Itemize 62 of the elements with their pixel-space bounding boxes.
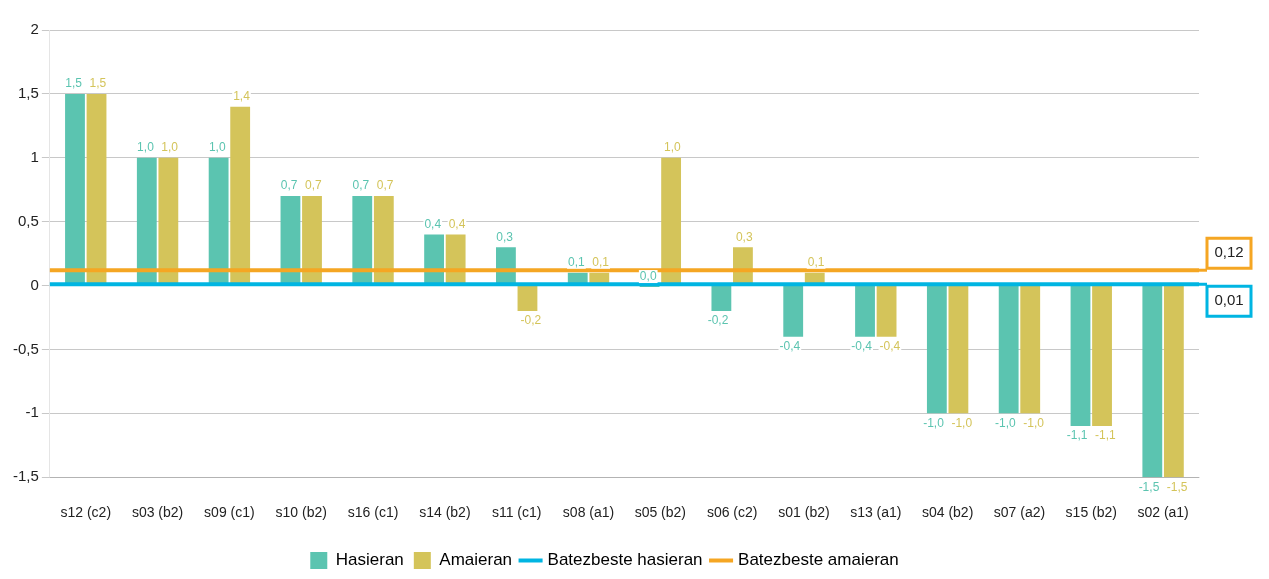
y-tick-label: -1 — [25, 403, 39, 421]
x-tick-label: s07 (a2) — [993, 504, 1046, 521]
x-tick-label: s01 (b2) — [778, 504, 830, 521]
data-label: 0,1 — [807, 255, 825, 270]
data-label: 1,0 — [137, 140, 155, 155]
legend-label: Amaieran — [439, 550, 513, 570]
y-tick-label: -1,5 — [12, 467, 39, 485]
y-tick-label: 1 — [30, 147, 39, 165]
x-tick-label: s06 (c2) — [706, 504, 758, 521]
x-tick-label: s08 (a1) — [562, 504, 615, 521]
data-label: 0,1 — [592, 255, 610, 270]
data-label: 1,0 — [664, 140, 682, 155]
x-tick-label: s03 (b2) — [131, 504, 184, 521]
data-label: 0,4 — [448, 216, 466, 231]
x-tick-label: s04 (b2) — [921, 504, 974, 521]
data-label: -1,0 — [994, 415, 1016, 430]
text: 0,01 — [1214, 291, 1244, 309]
data-label: -1,1 — [1095, 428, 1117, 443]
data-label: -1,0 — [951, 415, 973, 430]
y-tick-label: 0,5 — [17, 211, 39, 229]
data-label: 1,0 — [161, 140, 179, 155]
x-tick-label: s05 (b2) — [634, 504, 687, 521]
x-tick-label: s15 (b2) — [1065, 504, 1117, 521]
x-tick-label: s09 (c1) — [204, 504, 255, 521]
data-label: 0,0 — [639, 269, 657, 284]
data-label: 0,3 — [735, 229, 753, 244]
y-tick-label: 2 — [30, 20, 39, 38]
y-tick-label: 1,5 — [17, 84, 39, 102]
data-label: 1,0 — [208, 140, 226, 155]
data-label: -1,5 — [1166, 479, 1188, 494]
data-label: 0,1 — [568, 255, 586, 270]
x-tick-label: s13 (a1) — [850, 504, 902, 521]
data-label: 0,3 — [496, 229, 514, 244]
data-label: 0,4 — [424, 216, 442, 231]
legend-label: Batezbeste amaieran — [738, 550, 899, 570]
x-tick-label: s10 (b2) — [275, 504, 327, 521]
data-label: -0,2 — [520, 313, 542, 328]
data-label: -1,5 — [1138, 479, 1160, 494]
data-label: -0,4 — [851, 338, 873, 353]
data-label: 0,7 — [305, 178, 323, 193]
x-tick-label: s02 (a1) — [1137, 504, 1189, 521]
data-label: 0,7 — [280, 178, 298, 193]
data-label: -0,4 — [879, 338, 901, 353]
x-tick-label: s16 (c1) — [347, 504, 399, 521]
x-tick-label: s14 (b2) — [419, 504, 471, 521]
text: 0,12 — [1214, 243, 1244, 261]
legend-label: Hasieran — [335, 550, 404, 570]
data-label: -0,2 — [707, 313, 729, 328]
data-label: -1,1 — [1066, 428, 1088, 443]
data-label: 0,7 — [376, 178, 394, 193]
x-tick-label: s11 (c1) — [491, 504, 542, 521]
data-label: -1,0 — [1023, 415, 1045, 430]
data-label: -0,4 — [779, 338, 801, 353]
data-label: 0,7 — [352, 178, 370, 193]
data-label: 1,4 — [233, 88, 251, 103]
legend-label: Batezbeste hasieran — [547, 550, 703, 570]
data-label: -1,0 — [923, 415, 945, 430]
data-label: 1,5 — [65, 76, 83, 91]
y-tick-label: 0 — [30, 275, 39, 293]
data-label: 1,5 — [89, 76, 107, 91]
x-tick-label: s12 (c2) — [60, 504, 112, 521]
y-tick-label: -0,5 — [12, 339, 39, 357]
